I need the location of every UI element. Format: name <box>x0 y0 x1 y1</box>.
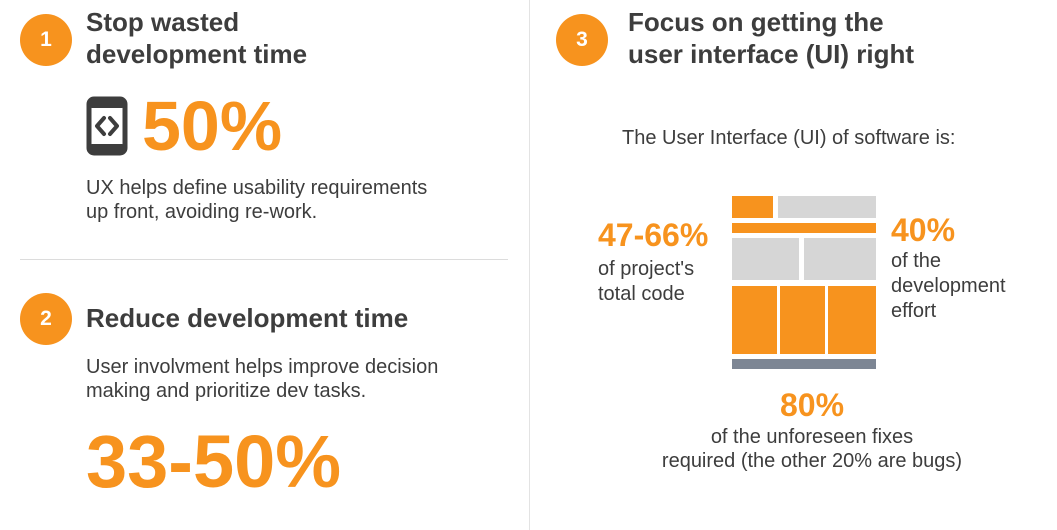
desc-line: User involvment helps improve decision <box>86 356 439 378</box>
label-line: total code <box>598 283 685 305</box>
step-badge-3: 3 <box>556 14 608 66</box>
ui-block-orange <box>828 286 876 354</box>
desc-line: up front, avoiding re-work. <box>86 201 318 223</box>
title-line: Stop wasted <box>86 7 240 37</box>
ui-block-orange <box>732 196 773 218</box>
desc-line: making and prioritize dev tasks. <box>86 380 367 402</box>
step-number: 1 <box>40 28 52 51</box>
label-line: of the <box>891 250 942 272</box>
section3-intro: The User Interface (UI) of software is: <box>622 127 956 149</box>
step-number: 2 <box>40 307 52 330</box>
ui-block-gray <box>732 238 799 280</box>
horizontal-divider <box>20 259 508 260</box>
section2-title: Reduce development time <box>86 303 409 333</box>
ui-block-gray <box>804 238 876 280</box>
ui-block-orange <box>732 223 876 233</box>
label-line: required (the other 20% are bugs) <box>661 450 963 472</box>
label-line: development <box>891 275 1006 297</box>
stat-code-label: of project's total code <box>598 257 694 307</box>
section2-stat: 33-50% <box>86 420 342 503</box>
label-line: of the unforeseen fixes <box>710 426 914 448</box>
ui-block-orange <box>780 286 825 354</box>
title-line: user interface (UI) right <box>628 39 915 69</box>
step-number: 3 <box>576 28 588 51</box>
section1-description: UX helps define usability requirements u… <box>86 176 427 224</box>
step-badge-2: 2 <box>20 293 72 345</box>
ui-block-orange <box>732 286 777 354</box>
label-line: effort <box>891 300 937 322</box>
vertical-divider <box>529 0 530 530</box>
stat-effort-label: of the development effort <box>891 249 1006 324</box>
desc-line: UX helps define usability requirements <box>86 177 428 199</box>
section1-stat: 50% <box>142 87 283 165</box>
step-badge-1: 1 <box>20 14 72 66</box>
stat-effort-value: 40% <box>891 212 956 248</box>
title-line: development time <box>86 39 308 69</box>
stat-fixes-label: of the unforeseen fixes required (the ot… <box>600 425 1024 473</box>
section1-title: Stop wasted development time <box>86 6 307 70</box>
stat-code-value: 47-66% <box>598 217 709 253</box>
section3-title: Focus on getting the user interface (UI)… <box>628 6 914 70</box>
ui-base-bar <box>732 359 876 369</box>
section2-description: User involvment helps improve decision m… <box>86 355 438 403</box>
stat-fixes-value: 80% <box>779 387 845 423</box>
title-line: Focus on getting the <box>628 7 884 37</box>
label-line: of project's <box>598 258 695 280</box>
ui-block-gray <box>778 196 876 218</box>
code-phone-icon <box>86 96 128 156</box>
